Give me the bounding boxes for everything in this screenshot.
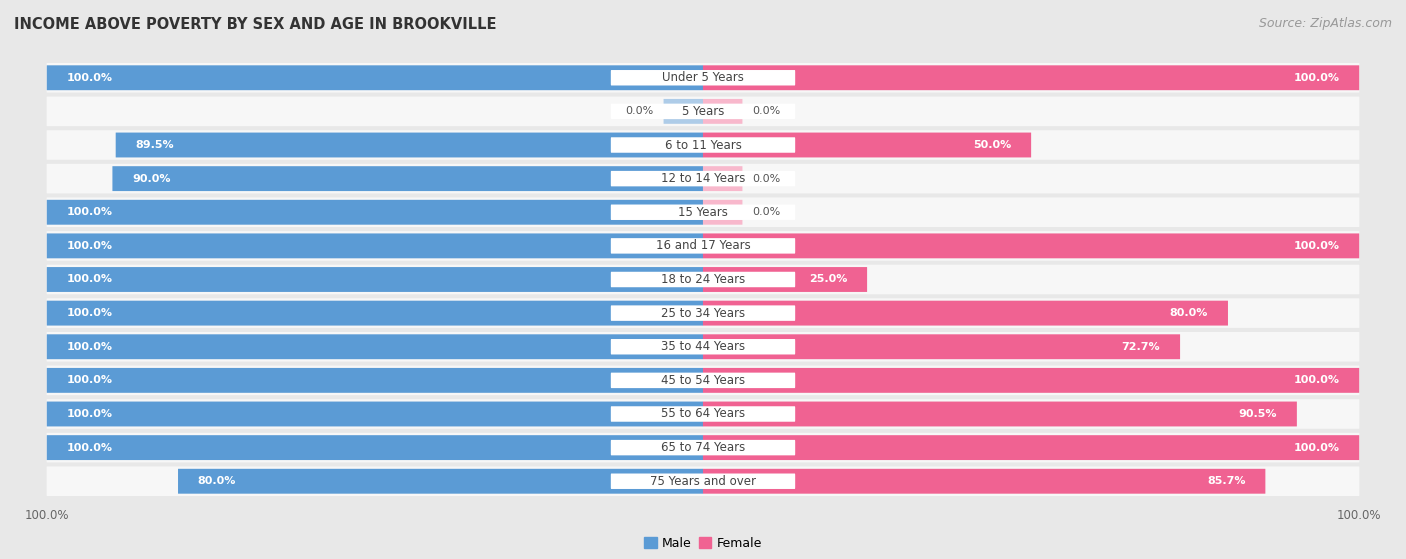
FancyBboxPatch shape [46,267,703,292]
FancyBboxPatch shape [46,299,1360,328]
Text: 100.0%: 100.0% [1294,443,1340,453]
FancyBboxPatch shape [610,238,796,254]
FancyBboxPatch shape [112,166,703,191]
Text: 90.0%: 90.0% [132,174,170,183]
Legend: Male, Female: Male, Female [640,532,766,555]
FancyBboxPatch shape [610,171,796,186]
FancyBboxPatch shape [703,301,1227,325]
Text: 90.5%: 90.5% [1239,409,1277,419]
Text: 100.0%: 100.0% [66,241,112,251]
FancyBboxPatch shape [115,132,703,158]
FancyBboxPatch shape [703,368,1360,393]
FancyBboxPatch shape [703,132,1031,158]
FancyBboxPatch shape [46,65,703,90]
Text: Under 5 Years: Under 5 Years [662,71,744,84]
Text: 25.0%: 25.0% [808,274,848,285]
Text: 75 Years and over: 75 Years and over [650,475,756,488]
FancyBboxPatch shape [46,97,1360,126]
Text: 0.0%: 0.0% [752,207,780,217]
Text: 89.5%: 89.5% [135,140,174,150]
FancyBboxPatch shape [610,70,796,86]
FancyBboxPatch shape [46,433,1360,462]
FancyBboxPatch shape [46,332,1360,362]
FancyBboxPatch shape [610,305,796,321]
Text: 65 to 74 Years: 65 to 74 Years [661,441,745,454]
Text: 85.7%: 85.7% [1208,476,1246,486]
Text: 15 Years: 15 Years [678,206,728,219]
Text: 12 to 14 Years: 12 to 14 Years [661,172,745,185]
Text: 0.0%: 0.0% [626,106,654,116]
Text: 80.0%: 80.0% [198,476,236,486]
FancyBboxPatch shape [46,368,703,393]
FancyBboxPatch shape [703,99,742,124]
Text: 5 Years: 5 Years [682,105,724,118]
Text: 45 to 54 Years: 45 to 54 Years [661,374,745,387]
FancyBboxPatch shape [46,63,1360,93]
FancyBboxPatch shape [703,469,1265,494]
FancyBboxPatch shape [610,440,796,456]
FancyBboxPatch shape [46,435,703,460]
FancyBboxPatch shape [46,200,703,225]
FancyBboxPatch shape [46,466,1360,496]
Text: 100.0%: 100.0% [66,308,112,318]
FancyBboxPatch shape [46,164,1360,193]
FancyBboxPatch shape [610,473,796,489]
Text: 100.0%: 100.0% [1294,241,1340,251]
FancyBboxPatch shape [46,234,703,258]
Text: 25 to 34 Years: 25 to 34 Years [661,307,745,320]
Text: 100.0%: 100.0% [1294,376,1340,385]
Text: 80.0%: 80.0% [1170,308,1208,318]
Text: 0.0%: 0.0% [752,174,780,183]
FancyBboxPatch shape [703,267,868,292]
Text: Source: ZipAtlas.com: Source: ZipAtlas.com [1258,17,1392,30]
Text: 35 to 44 Years: 35 to 44 Years [661,340,745,353]
FancyBboxPatch shape [46,401,703,427]
Text: 16 and 17 Years: 16 and 17 Years [655,239,751,252]
Text: 100.0%: 100.0% [66,443,112,453]
Text: INCOME ABOVE POVERTY BY SEX AND AGE IN BROOKVILLE: INCOME ABOVE POVERTY BY SEX AND AGE IN B… [14,17,496,32]
Text: 100.0%: 100.0% [1294,73,1340,83]
FancyBboxPatch shape [610,205,796,220]
Text: 18 to 24 Years: 18 to 24 Years [661,273,745,286]
FancyBboxPatch shape [664,99,703,124]
Text: 100.0%: 100.0% [66,342,112,352]
FancyBboxPatch shape [46,301,703,325]
FancyBboxPatch shape [703,435,1360,460]
Text: 0.0%: 0.0% [752,106,780,116]
FancyBboxPatch shape [46,231,1360,260]
FancyBboxPatch shape [46,265,1360,294]
Text: 72.7%: 72.7% [1122,342,1160,352]
Text: 100.0%: 100.0% [66,409,112,419]
FancyBboxPatch shape [610,103,796,119]
FancyBboxPatch shape [703,401,1296,427]
FancyBboxPatch shape [703,65,1360,90]
FancyBboxPatch shape [179,469,703,494]
FancyBboxPatch shape [46,197,1360,227]
FancyBboxPatch shape [610,339,796,354]
Text: 50.0%: 50.0% [973,140,1011,150]
Text: 55 to 64 Years: 55 to 64 Years [661,408,745,420]
FancyBboxPatch shape [46,334,703,359]
Text: 100.0%: 100.0% [66,73,112,83]
FancyBboxPatch shape [610,373,796,388]
FancyBboxPatch shape [610,406,796,421]
Text: 100.0%: 100.0% [66,274,112,285]
Text: 100.0%: 100.0% [66,207,112,217]
Text: 100.0%: 100.0% [66,376,112,385]
FancyBboxPatch shape [610,138,796,153]
FancyBboxPatch shape [610,272,796,287]
FancyBboxPatch shape [703,334,1180,359]
FancyBboxPatch shape [46,399,1360,429]
FancyBboxPatch shape [46,366,1360,395]
FancyBboxPatch shape [703,166,742,191]
FancyBboxPatch shape [703,234,1360,258]
Text: 6 to 11 Years: 6 to 11 Years [665,139,741,151]
FancyBboxPatch shape [46,130,1360,160]
FancyBboxPatch shape [703,200,742,225]
